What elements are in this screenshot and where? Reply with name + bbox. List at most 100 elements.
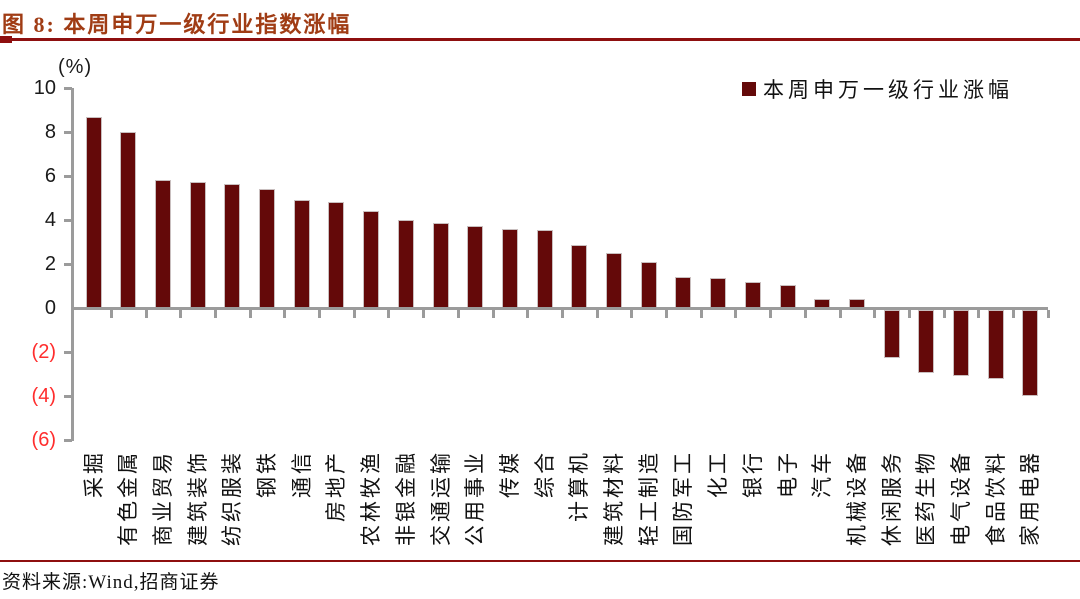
- x-axis-tick: [907, 310, 911, 318]
- x-axis-tick: [318, 310, 322, 318]
- bar: [189, 181, 206, 308]
- bar: [883, 310, 900, 359]
- bar: [397, 220, 414, 308]
- x-axis-tick: [109, 310, 113, 318]
- y-axis-tick: [64, 175, 72, 178]
- x-category-label: 银行: [740, 450, 765, 498]
- bar: [120, 132, 137, 308]
- x-category-label: 电气设备: [949, 450, 973, 546]
- y-tick-label: 10: [33, 77, 56, 99]
- y-axis-tick: [64, 395, 72, 398]
- x-category-label: 医药生物: [914, 450, 939, 546]
- x-axis-tick: [699, 310, 703, 318]
- bar: [987, 310, 1004, 380]
- y-tick-label: (4): [31, 385, 56, 407]
- x-category-label: 非银金融: [393, 450, 418, 546]
- x-axis-tick: [873, 310, 877, 318]
- x-category-label: 食品饮料: [983, 450, 1008, 546]
- x-axis-tick: [422, 310, 426, 318]
- x-category-label: 电子: [775, 450, 800, 498]
- x-category-label: 采掘: [81, 450, 106, 498]
- x-axis-tick: [213, 310, 217, 318]
- x-axis-line: [71, 307, 1048, 310]
- x-category-label: 农林牧渔: [359, 450, 384, 546]
- x-axis-tick: [248, 310, 252, 318]
- x-axis-tick: [595, 310, 599, 318]
- bar: [779, 284, 796, 308]
- x-category-label: 国防军工: [671, 450, 696, 546]
- x-category-label: 计算机: [567, 450, 592, 522]
- x-category-label: 机械设备: [844, 450, 869, 546]
- x-axis-tick: [456, 310, 460, 318]
- bar: [640, 261, 657, 308]
- bar: [571, 245, 588, 308]
- bar: [953, 310, 969, 376]
- x-axis-tick: [838, 310, 842, 318]
- x-category-label: 商业贸易: [150, 450, 175, 546]
- bar: [467, 225, 484, 308]
- y-tick-label: 2: [44, 253, 56, 275]
- x-axis-tick: [144, 310, 148, 318]
- bar: [710, 278, 727, 308]
- bar: [1022, 310, 1039, 396]
- x-category-label: 钢铁: [255, 450, 279, 498]
- x-category-label: 交通运输: [428, 450, 453, 546]
- x-axis-tick: [526, 310, 530, 318]
- y-tick-label: 0: [44, 297, 56, 319]
- x-axis-tick: [283, 310, 287, 318]
- x-category-label: 建筑装饰: [185, 450, 210, 546]
- bar: [154, 180, 171, 308]
- bar: [259, 189, 275, 308]
- x-axis-tick: [179, 310, 183, 318]
- x-category-label: 有色金属: [116, 450, 141, 546]
- x-axis-tick: [560, 310, 564, 318]
- bar: [501, 228, 518, 308]
- y-tick-label: 6: [44, 165, 56, 187]
- chart-legend: 本周申万一级行业涨幅: [742, 74, 1013, 104]
- bar: [606, 253, 622, 308]
- figure-title: 图 8: 本周申万一级行业指数涨幅: [2, 12, 352, 37]
- bar: [918, 310, 935, 373]
- y-axis-line: [71, 88, 74, 441]
- x-axis-tick: [630, 310, 634, 318]
- footer-divider-line: [0, 560, 1080, 562]
- title-divider-cap: [0, 36, 12, 43]
- x-category-label: 纺织服装: [220, 450, 245, 546]
- x-axis-tick: [977, 310, 981, 318]
- y-axis-tick: [64, 263, 72, 266]
- x-category-label: 综合: [532, 450, 557, 498]
- bar: [675, 277, 692, 308]
- bar: [363, 211, 380, 308]
- bar: [328, 202, 345, 308]
- x-axis-tick: [1012, 310, 1016, 318]
- x-category-label: 家用电器: [1018, 450, 1043, 546]
- x-axis-tick: [491, 310, 495, 318]
- x-category-label: 通信: [289, 450, 314, 498]
- x-axis-tick: [942, 310, 946, 318]
- x-axis-tick: [387, 310, 391, 318]
- y-axis-tick: [64, 219, 72, 222]
- x-category-label: 化工: [706, 450, 731, 498]
- legend-swatch-icon: [742, 82, 756, 96]
- y-tick-label: 8: [44, 121, 56, 143]
- title-divider-line: [0, 38, 1080, 41]
- x-axis-tick: [769, 310, 773, 318]
- x-axis-tick: [665, 310, 669, 318]
- x-axis-tick: [352, 310, 356, 318]
- x-category-label: 轻工制造: [636, 450, 661, 546]
- y-axis-tick: [64, 87, 72, 90]
- y-tick-label: 4: [44, 209, 56, 231]
- x-category-label: 传媒: [497, 450, 522, 498]
- y-axis-tick: [64, 131, 72, 134]
- bar: [432, 223, 449, 308]
- bar: [293, 200, 310, 308]
- y-axis-tick: [64, 439, 72, 442]
- x-category-label: 房地产: [324, 450, 349, 522]
- source-note: 资料来源:Wind,招商证券: [2, 572, 220, 593]
- y-tick-label: (6): [31, 429, 56, 451]
- x-category-label: 公用事业: [463, 450, 488, 546]
- x-axis-tick: [734, 310, 738, 318]
- legend-label: 本周申万一级行业涨幅: [763, 78, 1013, 102]
- x-category-label: 建筑材料: [602, 450, 626, 546]
